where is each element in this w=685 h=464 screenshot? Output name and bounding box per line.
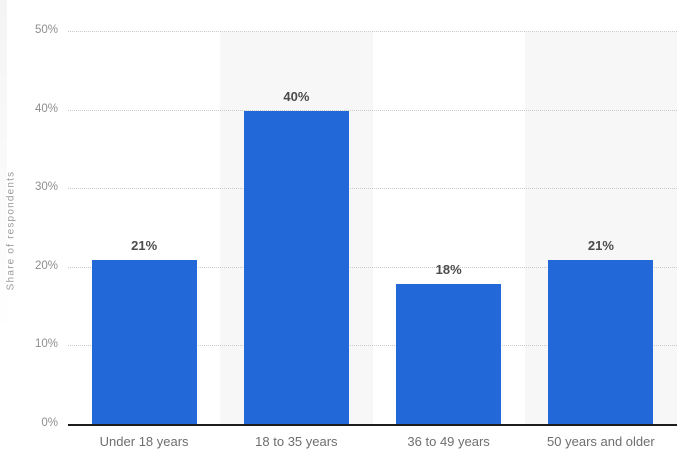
y-axis-title: Share of respondents bbox=[5, 170, 17, 291]
x-category-label: 50 years and older bbox=[547, 434, 655, 449]
y-tick-label: 30% bbox=[34, 181, 58, 194]
gridline bbox=[68, 31, 677, 32]
gridline bbox=[68, 109, 677, 111]
bar-value-label: 40% bbox=[283, 88, 310, 104]
bar[interactable] bbox=[396, 283, 502, 425]
gridline bbox=[68, 345, 677, 347]
x-category-label: 36 to 49 years bbox=[407, 434, 490, 449]
bar[interactable] bbox=[91, 259, 197, 425]
y-tick-label: 0% bbox=[41, 417, 58, 429]
gridline bbox=[68, 266, 677, 268]
x-category-label: 18 to 35 years bbox=[255, 434, 338, 449]
y-tick-label: 20% bbox=[34, 259, 58, 272]
bar[interactable] bbox=[243, 110, 349, 425]
x-category-label: Under 18 years bbox=[99, 434, 189, 449]
x-axis-line bbox=[68, 424, 677, 426]
y-tick-label: 10% bbox=[34, 338, 58, 351]
y-tick-label: 40% bbox=[34, 102, 58, 115]
bar-value-label: 21% bbox=[587, 237, 614, 253]
gridline bbox=[68, 188, 677, 190]
bar-value-label: 18% bbox=[435, 261, 462, 277]
y-tick-label: 50% bbox=[34, 24, 58, 36]
bar[interactable] bbox=[548, 259, 654, 425]
bar-value-label: 21% bbox=[131, 237, 158, 253]
